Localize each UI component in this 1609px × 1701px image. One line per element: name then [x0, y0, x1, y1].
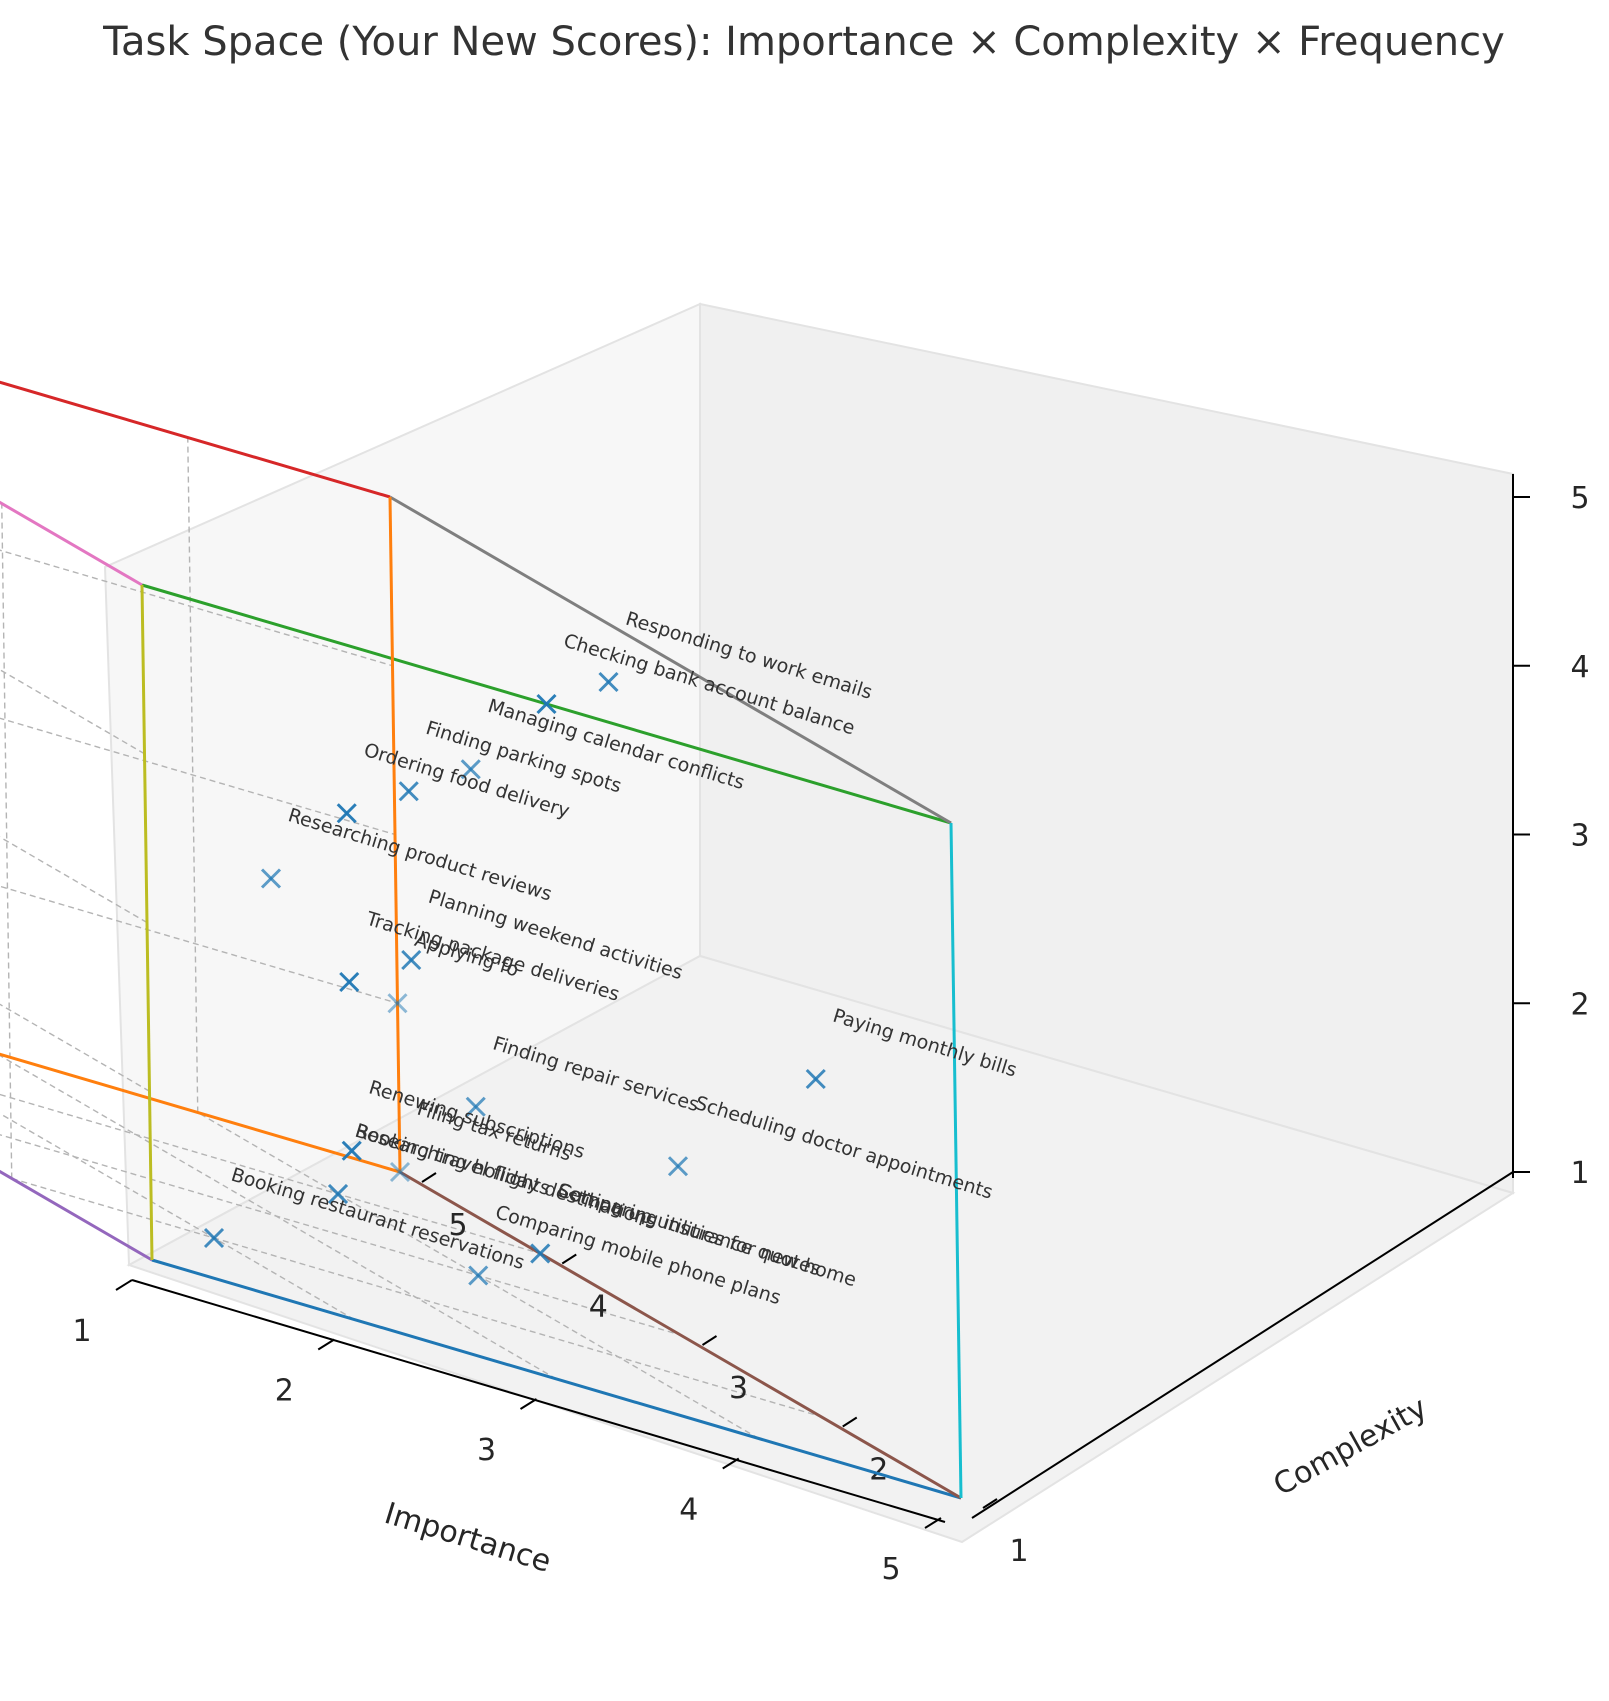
x-tick-mark	[115, 1279, 133, 1291]
data-point-marker	[398, 781, 419, 802]
z-tick-label: 2	[1570, 987, 1589, 1022]
gridline-back-frequency	[0, 717, 396, 836]
data-point-marker	[598, 671, 619, 693]
x-tick-mark	[519, 1398, 538, 1410]
marker-stroke	[460, 759, 481, 780]
y-tick-mark	[701, 1335, 718, 1346]
y-tick-mark	[561, 1253, 577, 1265]
gridline-floor-complexity	[0, 1093, 541, 1255]
data-point-marker	[460, 759, 481, 780]
chart-title: Task Space (Your New Scores): Importance…	[102, 19, 1505, 65]
x-tick-label: 2	[275, 1374, 294, 1409]
marker-stroke	[336, 803, 357, 824]
box-edge	[389, 495, 952, 825]
x-tick-label: 3	[477, 1433, 496, 1468]
data-point-marker	[260, 868, 282, 889]
gridline-back-frequency	[0, 381, 391, 498]
x-axis-line	[131, 1279, 946, 1523]
box-edge	[399, 1170, 962, 1500]
z-tick-label: 5	[1570, 481, 1589, 516]
box-edge	[0, 1052, 401, 1174]
y-tick-label: 3	[729, 1371, 748, 1406]
gridline-left-frequency	[0, 501, 143, 586]
marker-stroke	[401, 949, 422, 971]
marker-stroke	[667, 1156, 689, 1177]
data-point-marker	[536, 693, 557, 715]
z-tick-label: 1	[1570, 1156, 1589, 1191]
marker-stroke	[341, 1140, 362, 1161]
gridline-back-frequency	[0, 885, 398, 1004]
data-point-marker	[327, 1183, 349, 1205]
marker-stroke	[530, 1243, 551, 1264]
marker-stroke	[468, 1265, 489, 1286]
box-edge	[0, 380, 391, 499]
marker-stroke	[398, 781, 419, 802]
y-tick-label: 2	[869, 1453, 888, 1488]
data-point-marker	[387, 993, 408, 1014]
y-tick-label: 4	[589, 1290, 608, 1325]
marker-stroke	[598, 671, 619, 693]
box-edge	[151, 1258, 962, 1500]
z-tick-label: 4	[1570, 650, 1589, 685]
data-point-marker	[389, 1161, 411, 1183]
marker-stroke	[387, 993, 408, 1014]
pane-faces	[103, 302, 1516, 1544]
data-point-marker	[530, 1243, 551, 1264]
x-tick-mark	[924, 1517, 942, 1529]
y-axis-line	[971, 1171, 1514, 1519]
data-point-marker	[203, 1227, 225, 1249]
data-point-marker	[465, 1096, 486, 1117]
scatter-points	[203, 671, 826, 1286]
x-axis-label: Importance	[380, 1496, 555, 1580]
gridline-back-importance	[187, 437, 199, 1113]
marker-stroke	[203, 1227, 225, 1249]
marker-stroke	[339, 971, 360, 993]
box-edge	[949, 822, 963, 1499]
pane-floor	[126, 954, 1516, 1544]
x-tick-label: 4	[679, 1493, 698, 1528]
x-tick-label: 1	[72, 1314, 91, 1349]
data-point-marker	[468, 1265, 489, 1286]
data-point-marker	[805, 1068, 826, 1090]
marker-stroke	[327, 1183, 349, 1205]
data-point-marker	[341, 1140, 362, 1161]
x-tick-label: 5	[881, 1552, 900, 1587]
axes: 1 2 3 4 5 1 2 3 4 5 1 2 3 4 5	[72, 474, 1590, 1587]
y-tick-label: 1	[1009, 1534, 1028, 1569]
y-axis-label: Complexity	[1268, 1390, 1433, 1503]
box-edge	[0, 1169, 153, 1262]
y-tick-mark	[421, 1172, 437, 1183]
box-edge	[140, 584, 154, 1261]
marker-stroke	[389, 1161, 411, 1183]
box-edge	[388, 496, 402, 1173]
data-point-marker	[336, 803, 357, 824]
gridline-left-complexity	[1, 503, 13, 1179]
x-tick-mark	[722, 1457, 740, 1470]
z-tick-label: 3	[1570, 819, 1589, 854]
marker-stroke	[536, 693, 557, 715]
y-tick-mark	[842, 1416, 858, 1428]
data-point-marker	[401, 949, 422, 971]
gridline-floor-complexity	[0, 1134, 681, 1336]
data-point-marker	[339, 971, 360, 993]
y-tick-mark	[982, 1498, 998, 1509]
marker-stroke	[465, 1096, 486, 1117]
data-point-marker	[667, 1156, 689, 1177]
marker-stroke	[260, 868, 282, 889]
x-tick-mark	[317, 1338, 335, 1351]
marker-stroke	[805, 1068, 826, 1090]
box-edge	[0, 500, 143, 587]
gridline-back-frequency	[0, 549, 393, 667]
y-tick-label: 5	[448, 1208, 467, 1243]
